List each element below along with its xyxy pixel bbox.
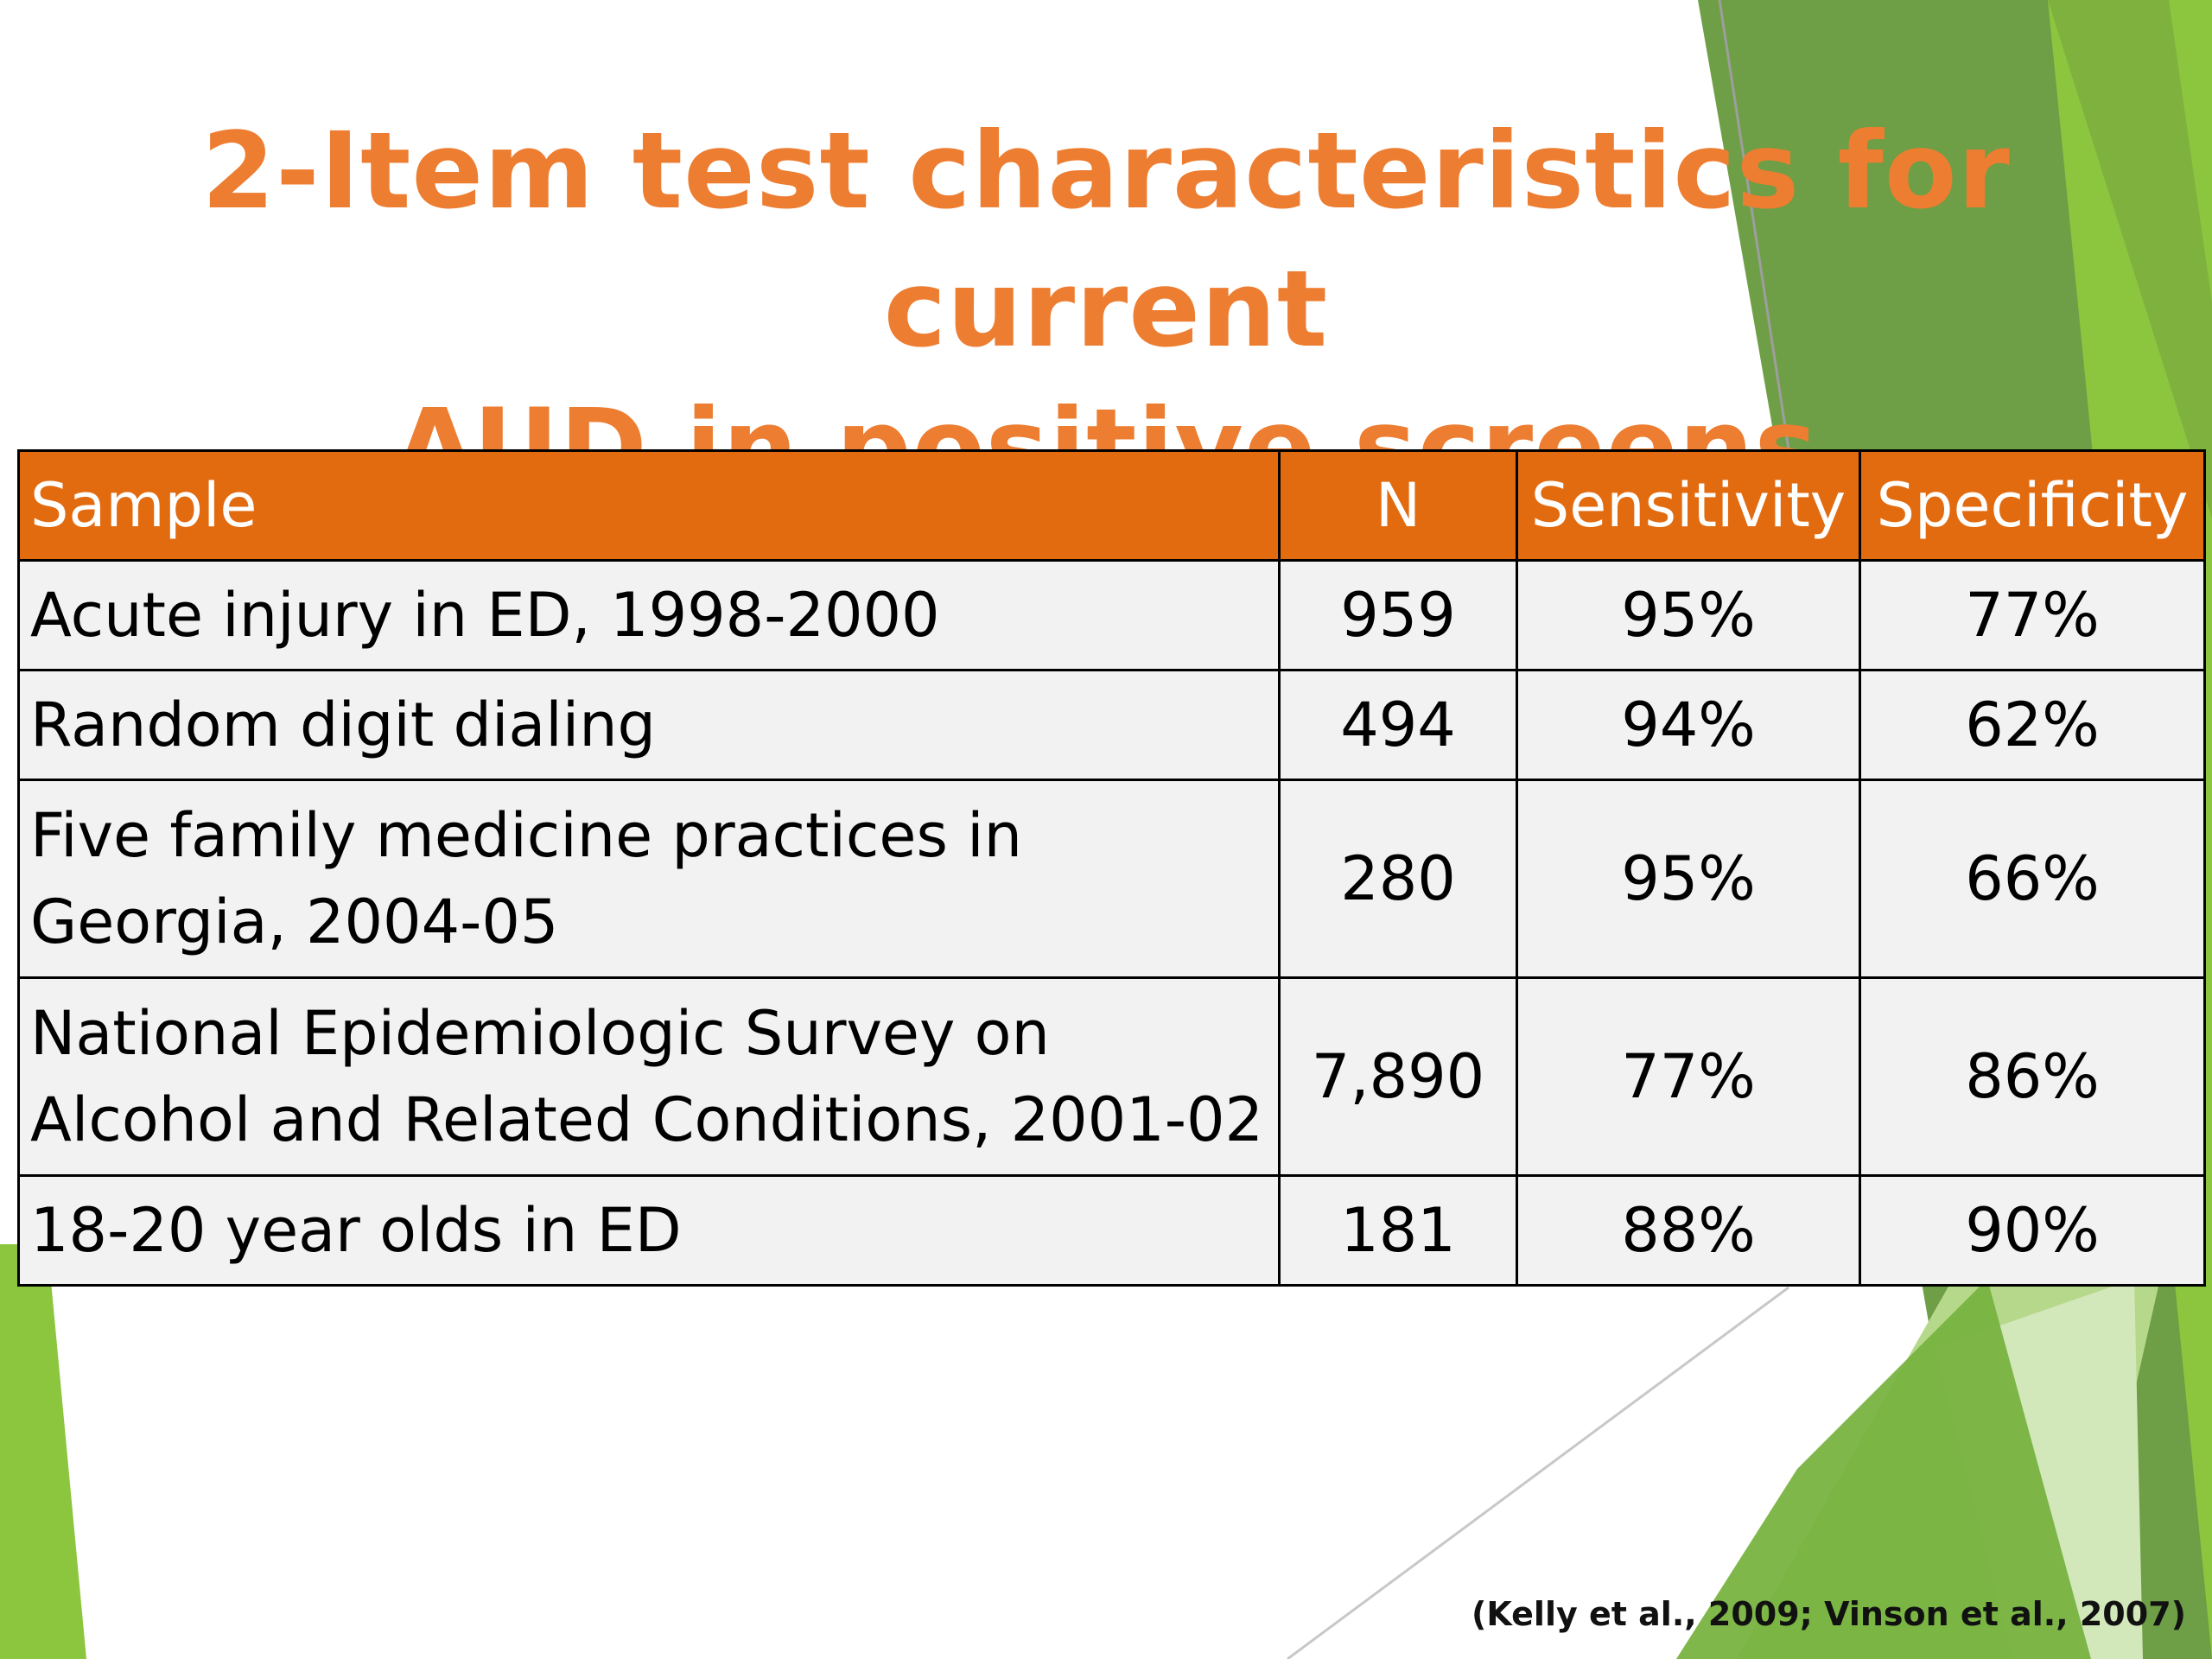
decor-line-top [1718,0,1790,450]
cell-sample: 18-20 year olds in ED [17,1174,1281,1287]
cell-n: 7,890 [1278,976,1518,1177]
decor-shape-green-left [0,1244,86,1659]
decor-line-bottom [1287,1286,1789,1659]
cell-n: 181 [1278,1174,1518,1287]
sample-text-line-1: National Epidemiologic Survey on [30,998,1050,1069]
cell-n: 959 [1278,559,1518,671]
cell-n: 280 [1278,779,1518,979]
cell-sensitivity: 95% [1516,559,1861,671]
cell-sensitivity: 95% [1516,779,1861,979]
cell-sample: Random digit dialing [17,669,1281,781]
cell-sample: National Epidemiologic Survey on Alcohol… [17,976,1281,1177]
header-specificity: Specificity [1859,449,2206,562]
table-row: National Epidemiologic Survey on Alcohol… [17,976,2206,1177]
slide-title: 2-Item test characteristics for current … [69,102,2143,517]
table-row: Random digit dialing 494 94% 62% [17,669,2206,781]
table-row: Five family medicine practices in Georgi… [17,779,2206,979]
sample-text-line-2: Georgia, 2004-05 [30,887,559,957]
cell-specificity: 90% [1859,1174,2206,1287]
header-sample: Sample [17,449,1281,562]
cell-specificity: 62% [1859,669,2206,781]
header-n: N [1278,449,1518,562]
cell-sensitivity: 77% [1516,976,1861,1177]
sample-text-line-1: Five family medicine practices in [30,800,1022,871]
header-sensitivity: Sensitivity [1516,449,1861,562]
sample-text: Acute injury in ED, 1998-2000 [30,580,940,651]
cell-sample: Acute injury in ED, 1998-2000 [17,559,1281,671]
cell-sensitivity: 88% [1516,1174,1861,1287]
decor-shape-green-bottom [1676,1279,2091,1659]
table-header-row: Sample N Sensitivity Specificity [17,449,2206,562]
cell-sensitivity: 94% [1516,669,1861,781]
cell-specificity: 66% [1859,779,2206,979]
cell-n: 494 [1278,669,1518,781]
sample-text-line-2: Alcohol and Related Conditions, 2001-02 [30,1084,1264,1155]
sample-text: Random digit dialing [30,690,656,760]
cell-specificity: 77% [1859,559,2206,671]
title-line-1: 2-Item test characteristics for current [201,110,2011,371]
test-characteristics-table: Sample N Sensitivity Specificity Acute i… [17,449,2206,1287]
sample-text: 18-20 year olds in ED [30,1195,682,1266]
table-row: Acute injury in ED, 1998-2000 959 95% 77… [17,559,2206,671]
citation: (Kelly et al., 2009; Vinson et al., 2007… [1471,1595,2186,1633]
cell-specificity: 86% [1859,976,2206,1177]
decor-shape-olive-top [2048,0,2212,518]
cell-sample: Five family medicine practices in Georgi… [17,779,1281,979]
table-row: 18-20 year olds in ED 181 88% 90% [17,1174,2206,1287]
